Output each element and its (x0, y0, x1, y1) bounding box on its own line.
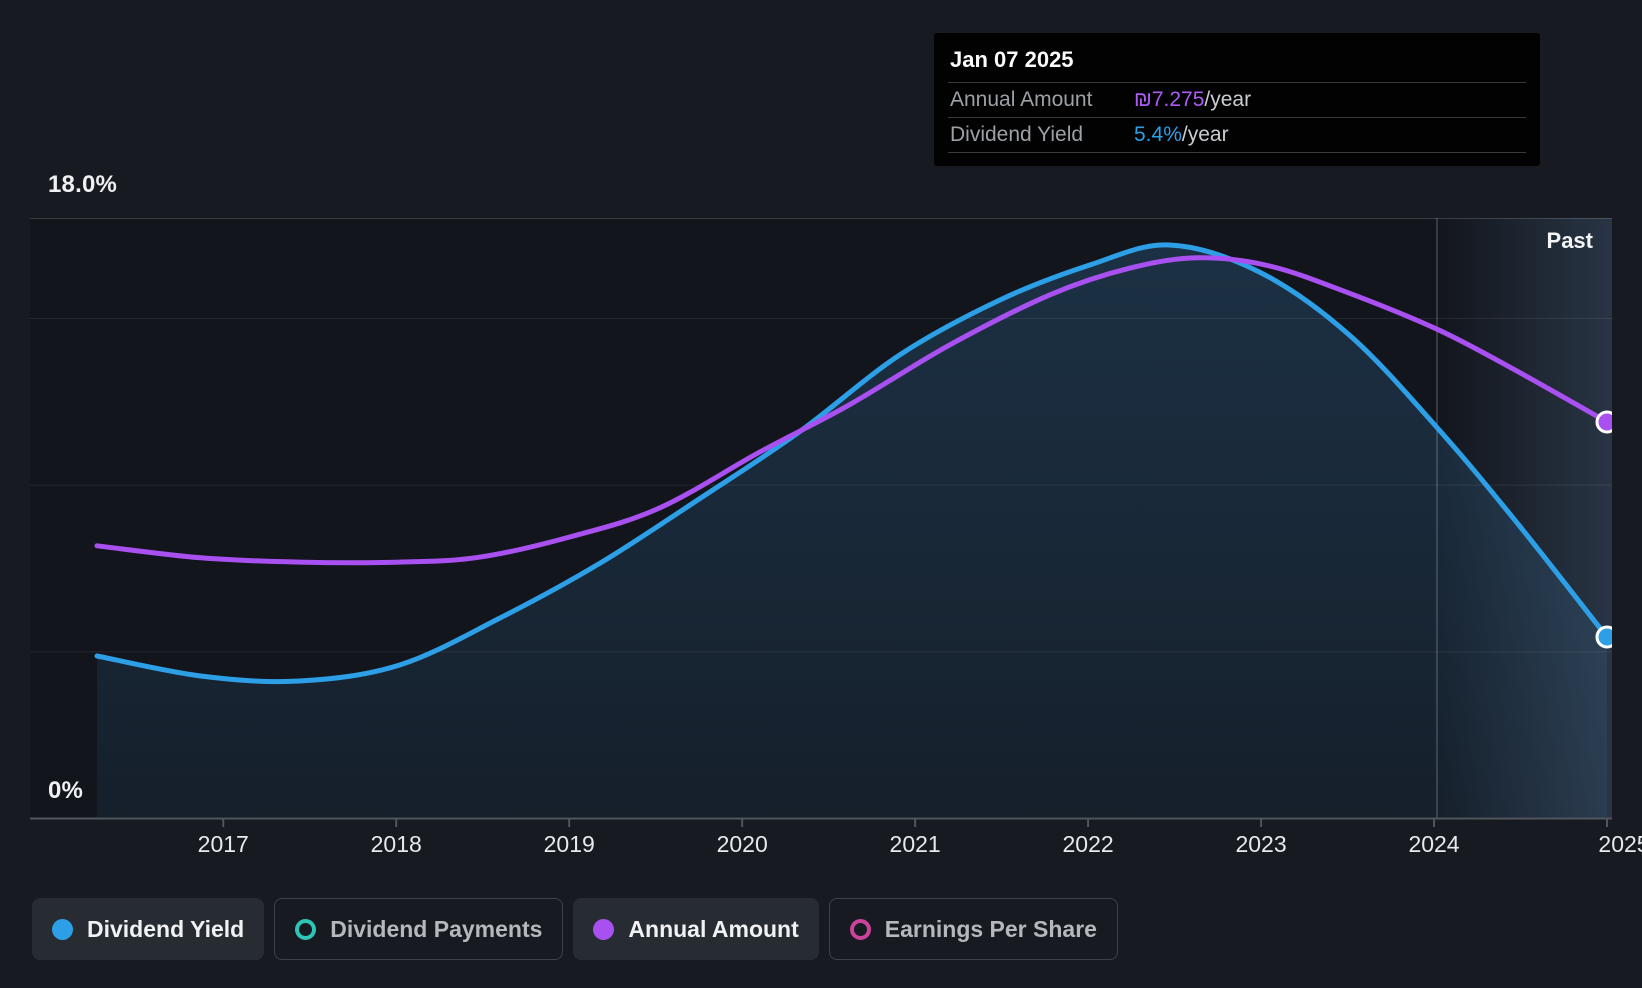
chart-legend: Dividend Yield Dividend Payments Annual Am… (32, 898, 1118, 960)
tooltip-row-label: Dividend Yield (950, 123, 1084, 146)
ring-icon (849, 918, 871, 940)
series-lines-group (94, 242, 1610, 685)
legend-label: Dividend Yield (87, 915, 245, 942)
past-region-label: Past (1546, 228, 1593, 253)
filled-dot-icon (52, 918, 73, 940)
legend-button-dividend-payments[interactable]: Dividend Payments (274, 898, 564, 960)
y-axis-top-label: 18.0% (48, 171, 118, 198)
x-tick-label-2022: 2022 (1063, 831, 1114, 857)
x-tick-label-2021: 2021 (890, 831, 941, 857)
area-fill-group (97, 244, 1607, 818)
x-tick-label-2025: 2025 (1598, 831, 1642, 857)
legend-label: Dividend Payments (330, 915, 543, 942)
tooltip-row-dividend-yield: Dividend Yield 5.4%/year (948, 117, 1526, 152)
ring-icon (295, 918, 317, 940)
chart-tooltip: Jan 07 2025 Annual Amount ₪7.275/year Divi… (934, 33, 1540, 166)
x-tick-label-2023: 2023 (1235, 831, 1286, 857)
x-tick-label-2020: 2020 (717, 831, 768, 857)
legend-label: Annual Amount (628, 915, 799, 942)
tooltip-row-value: ₪7.275 (1134, 88, 1205, 111)
tooltip-row-value: 5.4% (1134, 123, 1182, 146)
filled-dot-icon (593, 918, 615, 940)
tooltip-row-suffix: /year (1204, 88, 1252, 111)
tooltip-date: Jan 07 2025 (950, 47, 1074, 72)
dividend-yield-line (94, 242, 1610, 685)
x-axis-group: 2017 2018 2019 2020 2021 2022 2023 2024 2025 (30, 817, 1642, 857)
y-axis-zero-label: 0% (48, 777, 84, 804)
past-region (1437, 218, 1612, 818)
legend-button-earnings-per-share[interactable]: Earnings Per Share (828, 898, 1118, 960)
tooltip-row-label: Annual Amount (950, 88, 1093, 111)
legend-label: Earnings Per Share (884, 915, 1097, 942)
tooltip-row-annual-amount: Annual Amount ₪7.275/year (948, 82, 1526, 117)
tooltip-row-suffix: /year (1181, 123, 1229, 146)
right-edge-mask (1612, 0, 1642, 812)
x-tick-label-2017: 2017 (198, 831, 249, 857)
tooltip-rows: Annual Amount ₪7.275/year Dividend Yield 5.… (948, 82, 1526, 152)
legend-button-annual-amount[interactable]: Annual Amount (573, 898, 819, 960)
annual-amount-line (94, 255, 1610, 566)
dividend-yield-area (97, 244, 1607, 818)
tooltip-bottom-divider (948, 152, 1526, 166)
x-tick-label-2018: 2018 (371, 831, 422, 857)
legend-button-dividend-yield[interactable]: Dividend Yield (32, 898, 265, 960)
x-tick-label-2024: 2024 (1408, 831, 1459, 857)
x-tick-label-2019: 2019 (544, 831, 595, 857)
gridlines-group (30, 218, 1612, 653)
